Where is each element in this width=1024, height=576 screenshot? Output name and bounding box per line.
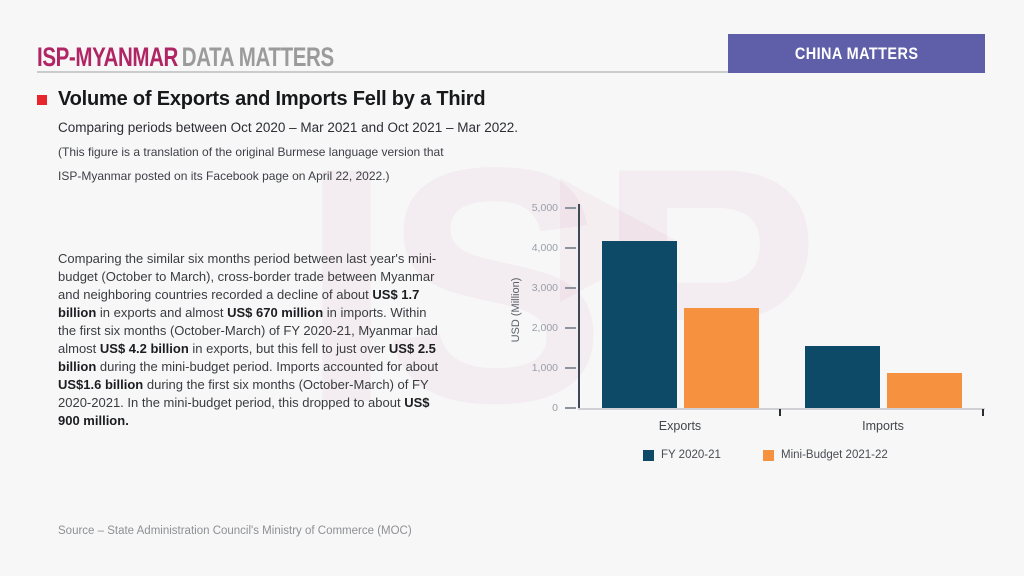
y-tick-mark bbox=[565, 247, 576, 249]
bar-exports-mini-budget-2021-22 bbox=[684, 308, 759, 408]
y-tick-label: 4,000 bbox=[531, 242, 558, 254]
highlight-value: US$ 2.5 billion bbox=[58, 341, 436, 374]
translation-note-line2: ISP-Myanmar posted on its Facebook page … bbox=[58, 169, 390, 183]
x-axis-line bbox=[578, 408, 985, 410]
title-bullet-icon bbox=[37, 95, 47, 105]
body-paragraph: Comparing the similar six months period … bbox=[58, 250, 446, 430]
brand-logo: ISP-MYANMAR DATA MATTERS bbox=[37, 42, 334, 73]
bar-imports-fy-2020-21 bbox=[805, 346, 880, 408]
body-text: during the mini-budget period. Imports a… bbox=[96, 359, 439, 374]
highlight-value: US$1.6 billion bbox=[58, 377, 144, 392]
y-tick-label: 5,000 bbox=[531, 202, 558, 214]
highlight-value: US$ 670 million bbox=[227, 305, 324, 320]
y-axis-line bbox=[578, 204, 580, 410]
body-text: in imports. Within the first six months … bbox=[58, 305, 438, 356]
bar-exports-fy-2020-21 bbox=[602, 241, 677, 408]
y-tick-label: 2,000 bbox=[531, 322, 558, 334]
legend-item-fy-2020-21: FY 2020-21 bbox=[643, 449, 721, 461]
page-title: Volume of Exports and Imports Fell by a … bbox=[58, 88, 486, 110]
page-subtitle: Comparing periods between Oct 2020 – Mar… bbox=[58, 120, 519, 135]
bar-imports-mini-budget-2021-22 bbox=[887, 372, 962, 408]
body-text: in exports, but this fell to just over bbox=[188, 341, 389, 356]
y-tick-mark bbox=[565, 407, 576, 409]
y-tick-label: 1,000 bbox=[531, 362, 558, 374]
body-text: in exports and almost bbox=[96, 305, 228, 320]
y-tick-mark bbox=[565, 327, 576, 329]
y-tick-mark bbox=[565, 207, 576, 209]
y-tick-mark bbox=[565, 287, 576, 289]
legend-label: FY 2020-21 bbox=[661, 449, 721, 461]
y-tick-mark bbox=[565, 367, 576, 369]
y-tick-label: 0 bbox=[552, 402, 558, 414]
legend-label: Mini-Budget 2021-22 bbox=[781, 449, 888, 461]
x-axis-tick-end bbox=[982, 409, 984, 416]
legend-item-mini-budget: Mini-Budget 2021-22 bbox=[763, 449, 888, 461]
y-axis-tick-marks bbox=[565, 207, 576, 409]
legend-swatch-navy bbox=[643, 449, 654, 461]
category-label-exports: Exports bbox=[658, 419, 702, 433]
legend-swatch-orange bbox=[763, 449, 774, 461]
y-axis-tick-labels: 0 1,000 2,000 3,000 4,000 5,000 bbox=[500, 202, 558, 414]
china-matters-badge: CHINA MATTERS bbox=[728, 34, 985, 73]
body-text: during the first six months (October-Mar… bbox=[58, 377, 429, 410]
header-divider bbox=[37, 71, 728, 73]
x-axis-tick-mid bbox=[779, 409, 781, 416]
highlight-value: US$ 4.2 billion bbox=[99, 341, 189, 356]
badge-label: CHINA MATTERS bbox=[794, 43, 919, 63]
highlight-value: US$ 900 million. bbox=[58, 395, 430, 428]
body-text: Comparing the similar six months period … bbox=[58, 251, 437, 302]
brand-primary: ISP-MYANMAR bbox=[37, 42, 179, 72]
translation-note-line1: (This figure is a translation of the ori… bbox=[58, 145, 444, 159]
bar-chart-plot-area bbox=[580, 208, 984, 408]
highlight-value: US$ 1.7 billion bbox=[58, 287, 420, 320]
brand-secondary: DATA MATTERS bbox=[181, 42, 334, 72]
category-label-imports: Imports bbox=[862, 419, 904, 433]
source-attribution: Source – State Administration Council's … bbox=[58, 525, 412, 537]
y-tick-label: 3,000 bbox=[531, 282, 558, 294]
